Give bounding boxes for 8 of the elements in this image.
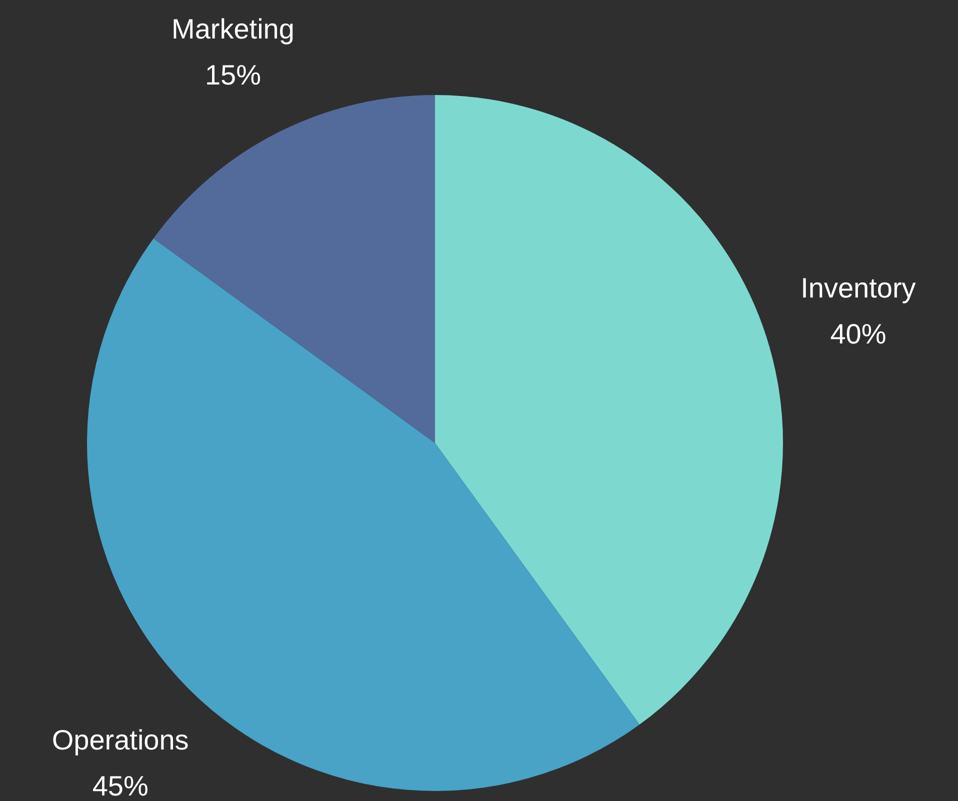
- slice-label: Operations: [52, 724, 189, 756]
- data-label: 40%: [830, 318, 886, 350]
- data-label: 45%: [92, 770, 148, 801]
- pie-slice: [153, 95, 435, 443]
- data-label: 15%: [204, 60, 261, 90]
- slice-label: Marketing: [172, 14, 294, 44]
- pie-slice: [435, 95, 782, 725]
- slice-label: Inventory: [800, 272, 916, 304]
